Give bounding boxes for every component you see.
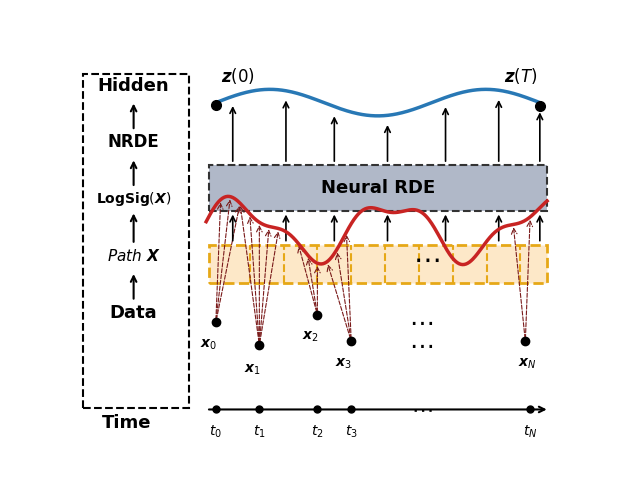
Text: $t_3$: $t_3$ [345,424,358,440]
FancyBboxPatch shape [208,165,547,211]
Text: Hidden: Hidden [98,77,170,94]
Text: $\boldsymbol{x}_0$: $\boldsymbol{x}_0$ [200,338,217,352]
Text: Data: Data [110,304,157,322]
Text: $\boldsymbol{z}(0)$: $\boldsymbol{z}(0)$ [221,66,255,86]
Text: $t_N$: $t_N$ [523,424,537,440]
Text: $\cdots$: $\cdots$ [413,246,439,274]
Text: $\cdots$: $\cdots$ [411,400,432,420]
Text: Time: Time [102,414,151,431]
Text: $t_2$: $t_2$ [311,424,324,440]
FancyBboxPatch shape [83,74,189,407]
Text: $\mathbf{LogSig}(\boldsymbol{X})$: $\mathbf{LogSig}(\boldsymbol{X})$ [96,190,171,208]
Text: $\boldsymbol{z}(T)$: $\boldsymbol{z}(T)$ [504,66,537,86]
Text: $\boldsymbol{x}_3$: $\boldsymbol{x}_3$ [336,356,353,371]
Text: $\boldsymbol{x}_N$: $\boldsymbol{x}_N$ [519,356,537,371]
FancyBboxPatch shape [208,245,547,282]
Text: $\mathit{Path}\ \boldsymbol{X}$: $\mathit{Path}\ \boldsymbol{X}$ [107,248,160,264]
Text: $\cdots$: $\cdots$ [409,310,434,335]
Text: Neural RDE: Neural RDE [321,179,435,197]
Text: NRDE: NRDE [108,133,160,152]
Text: $\cdots$: $\cdots$ [409,333,434,357]
Text: $\boldsymbol{x}_2$: $\boldsymbol{x}_2$ [301,330,319,344]
Text: $\boldsymbol{x}_1$: $\boldsymbol{x}_1$ [243,362,261,376]
Text: $t_0$: $t_0$ [210,424,222,440]
Text: $t_1$: $t_1$ [253,424,266,440]
